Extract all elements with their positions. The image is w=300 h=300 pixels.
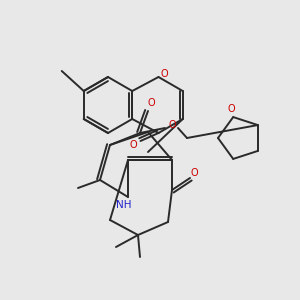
Text: O: O bbox=[161, 69, 168, 79]
Text: O: O bbox=[190, 168, 198, 178]
Text: O: O bbox=[130, 140, 137, 150]
Text: O: O bbox=[168, 120, 176, 130]
Text: NH: NH bbox=[116, 200, 132, 210]
Text: O: O bbox=[227, 104, 235, 114]
Text: O: O bbox=[147, 98, 155, 108]
